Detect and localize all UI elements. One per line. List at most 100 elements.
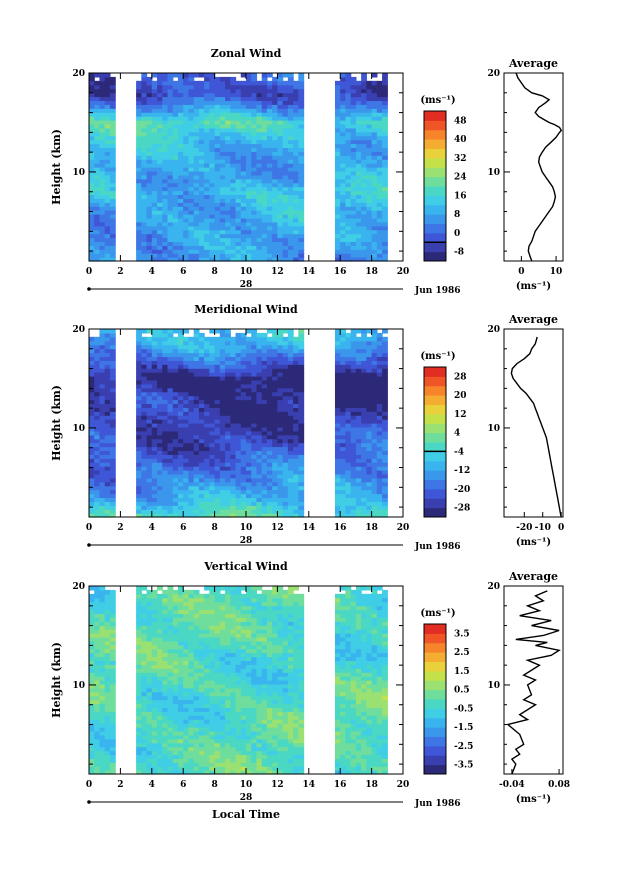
heatmap-cell bbox=[366, 430, 373, 436]
heatmap-cell bbox=[361, 505, 367, 510]
heatmap-cell bbox=[371, 395, 378, 401]
heatmap-cell bbox=[94, 395, 101, 401]
heatmap-cell bbox=[298, 368, 305, 373]
heatmap-cell bbox=[198, 403, 205, 408]
heatmap-cell bbox=[172, 509, 179, 514]
heatmap-cell bbox=[162, 257, 169, 262]
heatmap-cell bbox=[361, 415, 367, 420]
heatmap-cell bbox=[157, 190, 163, 196]
heatmap-cell bbox=[225, 481, 231, 487]
heatmap-cell bbox=[376, 399, 383, 405]
heatmap-cell bbox=[272, 501, 278, 506]
heatmap-cell bbox=[376, 186, 383, 192]
heatmap-cell bbox=[240, 163, 247, 168]
heatmap-cell bbox=[235, 364, 242, 369]
heatmap-cell bbox=[94, 391, 101, 397]
heatmap-cell bbox=[157, 108, 163, 113]
heatmap-cell bbox=[136, 750, 142, 756]
heatmap-cell bbox=[261, 352, 268, 358]
heatmap-cell bbox=[172, 329, 179, 334]
heatmap-cell bbox=[219, 458, 226, 463]
heatmap-cell bbox=[266, 245, 273, 250]
heatmap-cell bbox=[157, 202, 163, 207]
heatmap-cell bbox=[89, 214, 95, 219]
heatmap-cell bbox=[104, 186, 111, 192]
heatmap-cell bbox=[99, 687, 106, 693]
heatmap-cell bbox=[366, 241, 373, 246]
heatmap-cell bbox=[251, 477, 258, 483]
heatmap-cell bbox=[287, 214, 294, 219]
heatmap-cell bbox=[366, 104, 373, 109]
heatmap-cell bbox=[282, 434, 289, 440]
heatmap-cell bbox=[104, 660, 111, 665]
heatmap-cell bbox=[209, 139, 216, 145]
heatmap-cell bbox=[198, 182, 205, 188]
heatmap-cell bbox=[219, 120, 226, 125]
heatmap-cell bbox=[177, 332, 184, 338]
heatmap-cell bbox=[382, 489, 388, 495]
heatmap-cell bbox=[94, 470, 101, 475]
heatmap-cell bbox=[183, 493, 190, 499]
heatmap-cell bbox=[99, 368, 106, 373]
heatmap-cell bbox=[261, 458, 268, 463]
heatmap-cell bbox=[334, 477, 341, 483]
heatmap-cell bbox=[141, 383, 148, 389]
heatmap-cell bbox=[355, 257, 362, 262]
heatmap-cell bbox=[136, 505, 142, 510]
heatmap-cell bbox=[355, 497, 362, 502]
heatmap-cell bbox=[99, 202, 106, 207]
heatmap-cell bbox=[371, 92, 378, 98]
heatmap-cell bbox=[157, 249, 163, 254]
heatmap-cell bbox=[350, 336, 357, 342]
heatmap-cell bbox=[361, 344, 367, 350]
heatmap-cell bbox=[214, 379, 221, 385]
heatmap-cell bbox=[193, 450, 200, 455]
heatmap-cell bbox=[293, 383, 299, 389]
heatmap-cell bbox=[350, 182, 357, 188]
heatmap-cell bbox=[183, 329, 190, 334]
heatmap-cell bbox=[141, 403, 148, 408]
heatmap-cell bbox=[345, 167, 352, 172]
heatmap-cell bbox=[136, 660, 142, 665]
heatmap-cell bbox=[193, 217, 200, 223]
heatmap-cell bbox=[94, 458, 101, 463]
heatmap-cell bbox=[272, 159, 278, 164]
heatmap-cell bbox=[355, 198, 362, 203]
heatmap-cell bbox=[99, 497, 106, 502]
heatmap-cell bbox=[251, 233, 258, 239]
heatmap-cell bbox=[282, 120, 289, 125]
heatmap-cell bbox=[256, 348, 263, 354]
heatmap-cell bbox=[99, 210, 106, 215]
heatmap-cell bbox=[235, 438, 242, 444]
heatmap-cell bbox=[355, 329, 362, 334]
heatmap-cell bbox=[334, 356, 341, 361]
heatmap-cell bbox=[104, 221, 111, 227]
heatmap-cell bbox=[266, 73, 273, 78]
heatmap-cell bbox=[198, 147, 205, 152]
heatmap-cell bbox=[334, 194, 341, 199]
heatmap-cell bbox=[104, 762, 111, 767]
heatmap-cell bbox=[256, 485, 263, 491]
heatmap-cell bbox=[177, 174, 184, 180]
heatmap-cell bbox=[240, 509, 247, 514]
heatmap-cell bbox=[109, 170, 116, 176]
heatmap-cell bbox=[240, 391, 247, 397]
heatmap-cell bbox=[188, 127, 195, 133]
heatmap-cell bbox=[282, 473, 289, 479]
heatmap-cell bbox=[151, 241, 158, 246]
heatmap-cell bbox=[214, 229, 221, 235]
heatmap-cell bbox=[334, 190, 341, 196]
heatmap-cell bbox=[382, 92, 388, 98]
heatmap-cell bbox=[99, 147, 106, 152]
heatmap-cell bbox=[151, 372, 158, 377]
heatmap-cell bbox=[298, 135, 305, 141]
heatmap-cell bbox=[345, 233, 352, 239]
heatmap-cell bbox=[136, 668, 142, 673]
heatmap-cell bbox=[94, 131, 101, 137]
heatmap-cell bbox=[109, 609, 116, 615]
heatmap-cell bbox=[235, 88, 242, 94]
heatmap-cell bbox=[282, 458, 289, 463]
heatmap-cell bbox=[99, 329, 106, 334]
heatmap-cell bbox=[345, 214, 352, 219]
heatmap-cell bbox=[298, 120, 305, 125]
